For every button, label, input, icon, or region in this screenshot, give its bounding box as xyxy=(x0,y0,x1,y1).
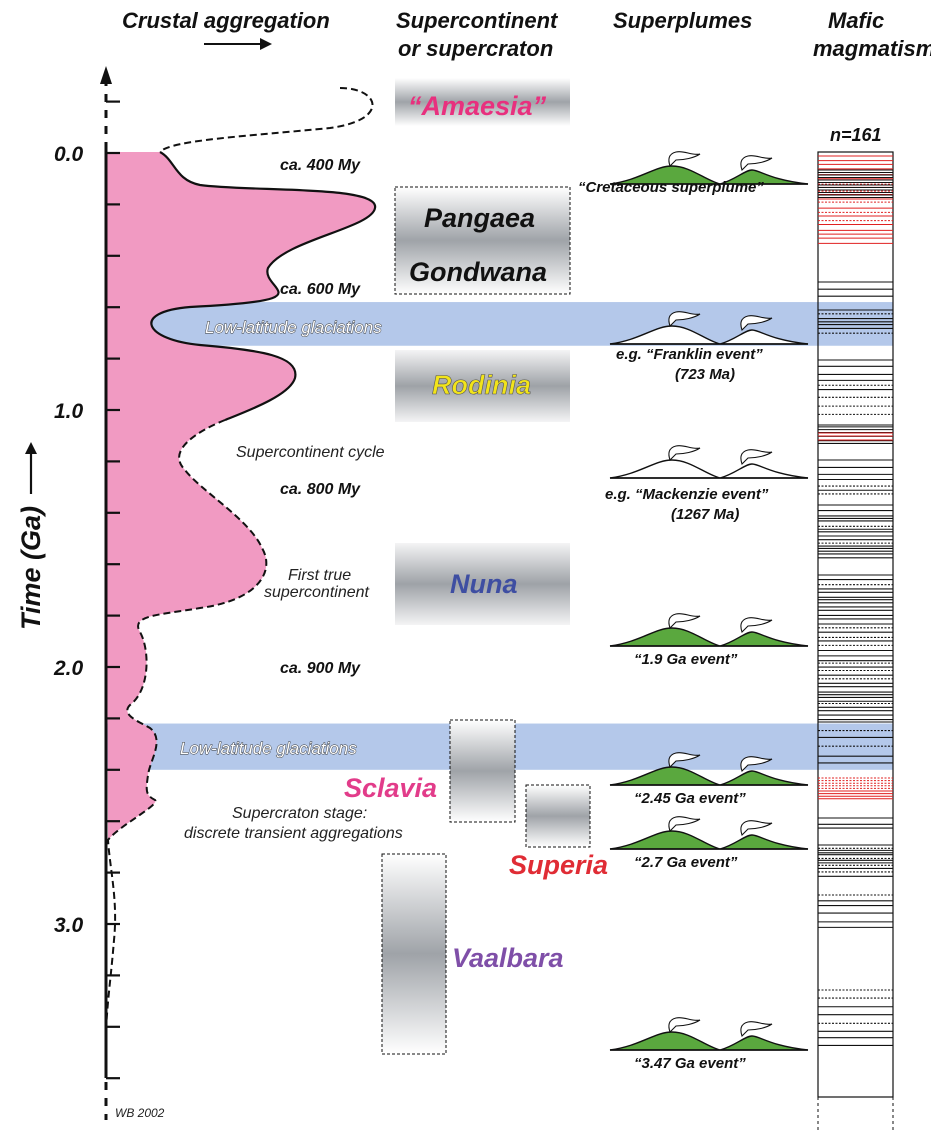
axis-title: Time (Ga) xyxy=(16,506,46,630)
axis-label-3-0: 3.0 xyxy=(54,914,84,937)
curve-dashed-future xyxy=(159,87,374,153)
axis-labels: 0.0 1.0 2.0 3.0 xyxy=(53,143,84,937)
header-magmatism: magmatism xyxy=(813,36,931,61)
header-crustal-aggregation: Crustal aggregation xyxy=(122,8,330,33)
arrow-right-icon xyxy=(204,38,272,50)
supercontinent-pangaea: Pangaea xyxy=(424,203,535,233)
axis-ticks xyxy=(106,100,120,1080)
period-label-800: ca. 800 My xyxy=(280,481,361,498)
header-superplumes: Superplumes xyxy=(613,8,752,33)
supercontinent-amaesia: “Amaesia” xyxy=(408,91,547,121)
note-supercontinent-cycle: Supercontinent cycle xyxy=(236,444,385,461)
volcano-icon xyxy=(609,816,809,850)
volcano-icon xyxy=(609,752,809,786)
superplume-icons xyxy=(609,151,809,1051)
volcano-icon xyxy=(609,445,809,479)
axis-label-2-0: 2.0 xyxy=(53,657,84,680)
plume-label-1-9ga: “1.9 Ga event” xyxy=(634,651,738,668)
volcano-icon xyxy=(609,1017,809,1051)
note-supercontinent: supercontinent xyxy=(264,584,370,601)
header-supercraton: or supercraton xyxy=(398,36,553,61)
supercontinent-rodinia: Rodinia xyxy=(432,370,531,400)
plume-label-franklin-age: (723 Ma) xyxy=(675,366,735,383)
volcano-icon xyxy=(609,311,809,345)
plume-label-3-47ga: “3.47 Ga event” xyxy=(634,1055,746,1072)
period-label-400: ca. 400 My xyxy=(280,157,361,174)
curve-dashed-past xyxy=(104,419,268,1071)
band-rodinia xyxy=(395,350,570,422)
note-supercraton-stage: Supercraton stage: xyxy=(232,805,367,822)
band-nuna xyxy=(395,543,570,625)
band-sclavia xyxy=(449,719,516,823)
plume-label-2-45ga: “2.45 Ga event” xyxy=(634,790,746,807)
credit-label: WB 2002 xyxy=(115,1106,165,1120)
axis-title-arrow-icon xyxy=(25,442,37,454)
band-pangaea-gondwana xyxy=(394,186,571,295)
note-discrete-aggregations: discrete transient aggregations xyxy=(184,825,403,842)
supercontinent-vaalbara: Vaalbara xyxy=(452,943,564,973)
supercontinent-bands xyxy=(381,78,591,1055)
glaciation-label-2: Low-latitude glaciations xyxy=(180,739,357,758)
note-first-true: First true xyxy=(288,567,351,584)
band-amaesia xyxy=(395,78,570,126)
header-supercontinent: Supercontinent xyxy=(396,8,559,33)
axis-label-1-0: 1.0 xyxy=(54,400,84,423)
mafic-count: n=161 xyxy=(830,125,882,145)
supercontinent-sclavia: Sclavia xyxy=(344,773,437,803)
axis-label-0-0: 0.0 xyxy=(54,143,84,166)
plume-label-mackenzie-age: (1267 Ma) xyxy=(671,506,739,523)
supercontinent-superia: Superia xyxy=(509,850,608,880)
volcano-icon xyxy=(609,151,809,185)
axis-title-group: Time (Ga) xyxy=(16,442,46,630)
plume-label-mackenzie: e.g. “Mackenzie event” xyxy=(605,486,769,503)
supercontinent-gondwana: Gondwana xyxy=(409,257,547,287)
supercontinent-nuna: Nuna xyxy=(450,569,518,599)
plume-label-franklin: e.g. “Franklin event” xyxy=(616,346,763,363)
band-vaalbara xyxy=(381,853,447,1055)
plume-label-2-7ga: “2.7 Ga event” xyxy=(634,854,738,871)
volcano-icon xyxy=(609,613,809,647)
period-label-600: ca. 600 My xyxy=(280,281,361,298)
mafic-magmatism-column xyxy=(817,151,894,1130)
band-superia xyxy=(525,784,591,848)
header-mafic: Mafic xyxy=(828,8,884,33)
plume-label-cretaceous: “Cretaceous superplume” xyxy=(578,179,764,196)
axis-arrow-icon xyxy=(100,66,112,84)
glaciation-label-1: Low-latitude glaciations xyxy=(205,318,382,337)
crust-fill xyxy=(106,152,376,840)
curve-solid xyxy=(150,151,377,422)
period-label-900: ca. 900 My xyxy=(280,660,361,677)
crustal-aggregation-curve xyxy=(104,87,377,1071)
